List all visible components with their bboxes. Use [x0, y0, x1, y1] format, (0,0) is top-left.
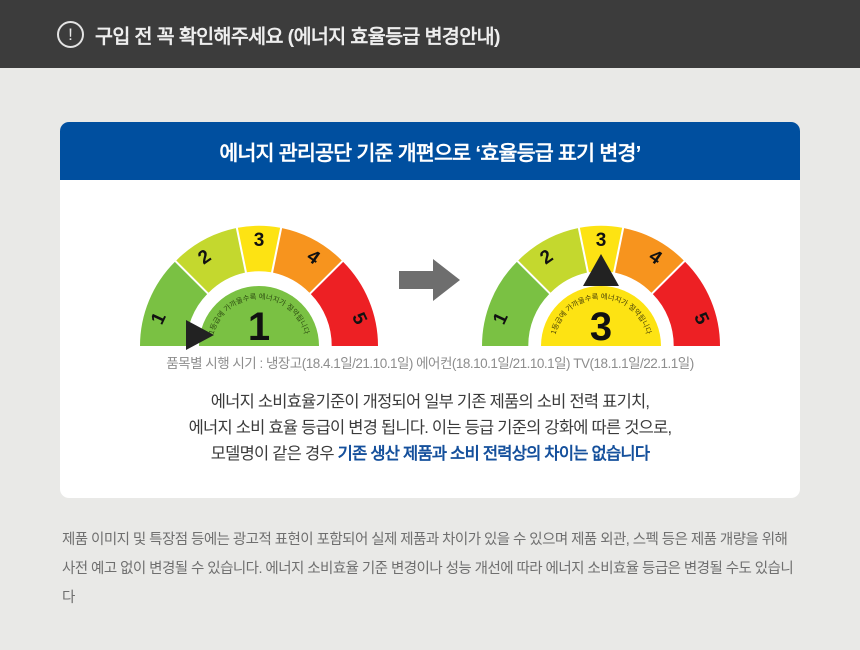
transition-arrow	[384, 210, 476, 350]
before-segment-5	[310, 261, 378, 346]
after-segment-4	[615, 228, 684, 293]
notice-body-line-2: 에너지 소비 효율 등급이 변경 됩니다. 이는 등급 기준의 강화에 따른 것…	[188, 419, 673, 437]
after-segment-2	[518, 228, 587, 293]
after-gauge: 1 2 3 4 5 1등급에 가까울수록 에너지가 절약됩니다 3	[476, 210, 726, 350]
notice-header-bar: ! 구입 전 꼭 확인해주세요 (에너지 효율등급 변경안내)	[0, 0, 860, 68]
notice-body-copy: 에너지 소비효율기준이 개정되어 일부 기존 제품의 소비 전력 표기치, 에너…	[60, 389, 800, 467]
after-segment-5	[652, 261, 720, 346]
right-arrow-shape	[399, 259, 460, 301]
card-header-title: 에너지 관리공단 기준 개편으로 ‘효율등급 표기 변경’	[219, 142, 641, 165]
right-arrow-icon	[399, 259, 460, 301]
notice-header-title: 구입 전 꼭 확인해주세요 (에너지 효율등급 변경안내)	[95, 25, 500, 48]
before-label-3: 3	[254, 230, 265, 251]
exclamation-circle-icon: !	[57, 20, 84, 48]
after-gauge-segments	[482, 225, 720, 346]
notice-body-line-3: 모델명이 같은 경우 기존 생산 제품과 소비 전력상의 차이는 없습니다	[60, 441, 800, 467]
before-gauge-segments	[140, 225, 378, 346]
before-segment-3	[237, 225, 281, 273]
after-segment-1	[482, 261, 550, 346]
after-label-3: 3	[596, 230, 607, 251]
card-header-bar: 에너지 관리공단 기준 개편으로 ‘효율등급 표기 변경’	[60, 122, 800, 180]
after-gauge-svg: 1 2 3 4 5 1등급에 가까울수록 에너지가 절약됩니다	[482, 225, 720, 346]
gauge-comparison-row: 1 2 3 4 5 1등급에 가까울수록 에너지가 절약됩니다 1	[60, 180, 800, 350]
after-inner-semicircle	[541, 286, 661, 346]
disclaimer-text: 제품 이미지 및 특장점 등에는 광고적 표현이 포함되어 실제 제품과 차이가…	[62, 532, 794, 606]
notice-body-highlight: 기존 생산 제품과 소비 전력상의 차이는 없습니다	[337, 445, 650, 463]
notice-header-inner: ! 구입 전 꼭 확인해주세요 (에너지 효율등급 변경안내)	[0, 20, 500, 49]
before-segment-1	[140, 261, 208, 346]
exclamation-glyph: !	[68, 24, 73, 44]
up-triangle-pointer-icon	[583, 254, 619, 286]
notice-body-line-3-plain: 모델명이 같은 경우	[210, 445, 338, 463]
implementation-schedule-note: 품목별 시행 시기 : 냉장고(18.4.1일/21.10.1일) 에어컨(18…	[166, 356, 694, 371]
left-triangle-pointer-icon	[186, 320, 214, 350]
after-segment-3	[579, 225, 623, 273]
before-inner-semicircle	[199, 286, 319, 346]
before-gauge-svg: 1 2 3 4 5 1등급에 가까울수록 에너지가 절약됩니다	[140, 225, 378, 350]
notice-body-line-1: 에너지 소비효율기준이 개정되어 일부 기존 제품의 소비 전력 표기치,	[210, 393, 650, 411]
notice-card: 에너지 관리공단 기준 개편으로 ‘효율등급 표기 변경’ 1 2	[60, 122, 800, 498]
before-segment-4	[273, 228, 342, 293]
before-gauge: 1 2 3 4 5 1등급에 가까울수록 에너지가 절약됩니다 1	[134, 210, 384, 350]
before-segment-2	[176, 228, 245, 293]
